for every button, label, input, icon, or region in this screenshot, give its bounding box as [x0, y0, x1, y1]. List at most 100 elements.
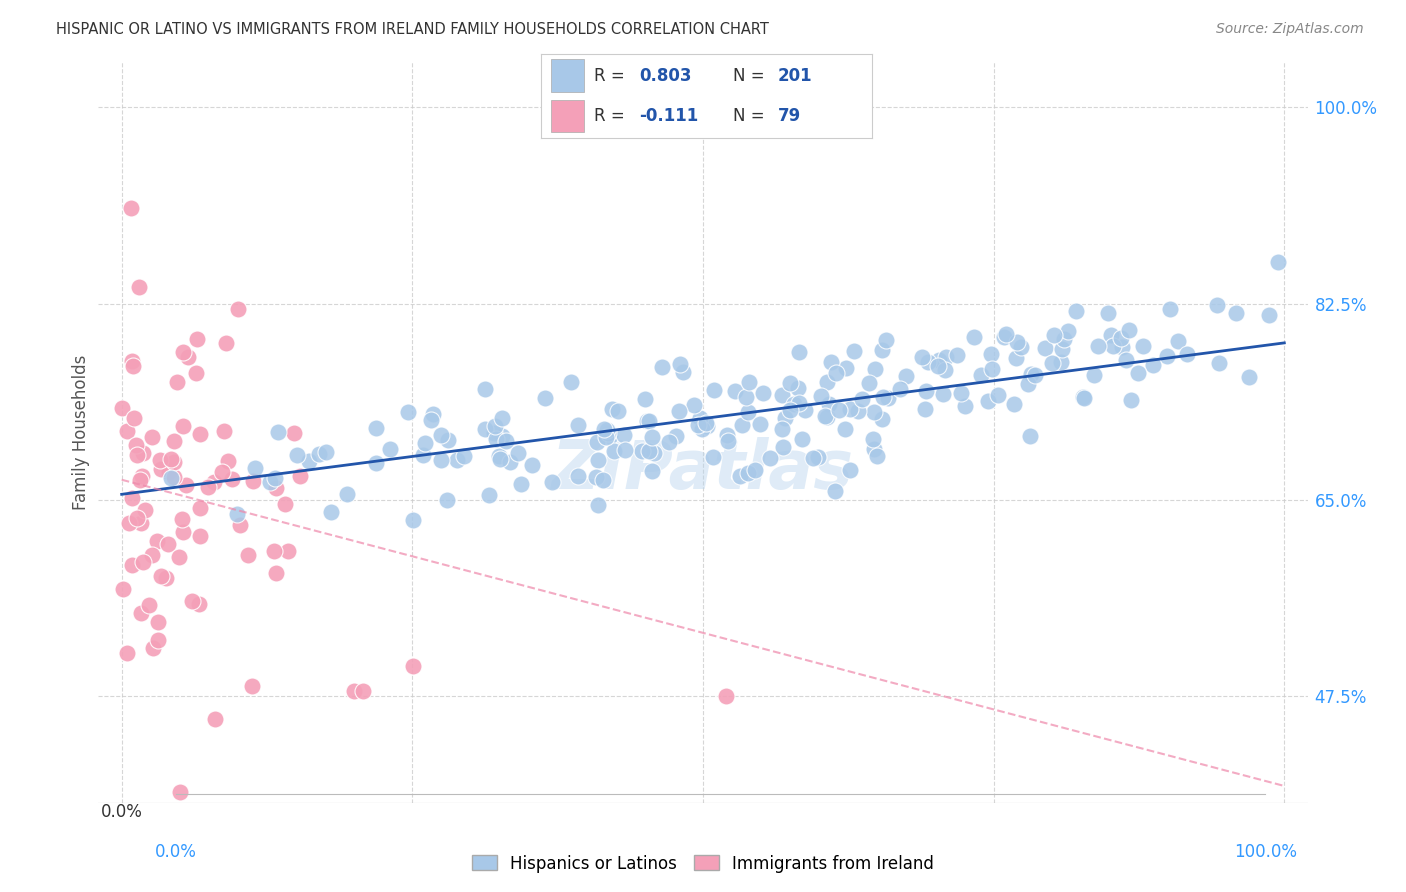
Point	[567, 418, 589, 433]
Point	[735, 390, 758, 404]
Point	[865, 450, 887, 464]
Point	[994, 327, 1017, 342]
Point	[872, 343, 894, 358]
Point	[638, 444, 661, 458]
Point	[846, 404, 869, 418]
Point	[181, 594, 204, 608]
Point	[229, 518, 252, 533]
Point	[131, 468, 153, 483]
Point	[474, 422, 496, 436]
Point	[533, 391, 555, 405]
Point	[586, 434, 609, 449]
Point	[283, 425, 305, 440]
Point	[215, 335, 238, 350]
Point	[717, 434, 740, 448]
Point	[121, 353, 143, 368]
Point	[932, 386, 955, 401]
Point	[851, 392, 873, 406]
Point	[592, 422, 614, 436]
Point	[160, 471, 183, 485]
Point	[122, 410, 145, 425]
Point	[488, 449, 510, 463]
Point	[716, 428, 738, 442]
Text: R =: R =	[595, 67, 630, 85]
Point	[540, 475, 562, 489]
Point	[980, 347, 1002, 361]
Point	[402, 659, 425, 673]
Point	[953, 399, 976, 413]
Point	[495, 434, 517, 448]
Point	[170, 511, 193, 525]
Point	[352, 684, 374, 698]
Point	[737, 467, 759, 481]
Point	[820, 355, 842, 369]
Point	[595, 430, 617, 444]
Point	[672, 365, 695, 379]
Point	[640, 430, 662, 444]
Point	[839, 402, 862, 417]
Point	[787, 345, 810, 359]
Point	[716, 690, 738, 704]
Point	[872, 390, 894, 404]
Point	[842, 344, 865, 359]
Point	[600, 401, 623, 416]
Point	[155, 571, 177, 585]
Point	[749, 417, 772, 431]
Point	[779, 376, 801, 390]
Point	[1056, 324, 1078, 338]
Point	[1109, 331, 1132, 345]
Point	[980, 362, 1002, 376]
Point	[772, 440, 794, 454]
Point	[172, 418, 194, 433]
Text: 0.803: 0.803	[638, 67, 692, 85]
Point	[1167, 334, 1189, 348]
Point	[862, 433, 884, 447]
Point	[264, 481, 287, 495]
Text: -0.111: -0.111	[638, 107, 697, 125]
Point	[150, 462, 173, 476]
Point	[212, 424, 235, 438]
Point	[668, 404, 690, 418]
Point	[690, 422, 713, 436]
Point	[217, 454, 239, 468]
Point	[121, 491, 143, 505]
Point	[911, 350, 934, 364]
Point	[807, 450, 830, 464]
Point	[1005, 335, 1028, 350]
Point	[987, 388, 1010, 402]
Point	[682, 399, 704, 413]
Point	[758, 450, 780, 465]
Point	[1237, 370, 1260, 384]
Point	[858, 376, 880, 391]
Bar	[551, 100, 585, 132]
Point	[149, 568, 172, 582]
Point	[703, 383, 725, 397]
Point	[927, 359, 949, 373]
Point	[1043, 328, 1066, 343]
Point	[225, 508, 247, 522]
Point	[1175, 347, 1198, 361]
Point	[321, 505, 343, 519]
Legend: Hispanics or Latinos, Immigrants from Ireland: Hispanics or Latinos, Immigrants from Ir…	[465, 848, 941, 880]
Point	[606, 403, 628, 417]
Point	[430, 453, 453, 467]
Point	[211, 465, 233, 479]
Point	[491, 428, 513, 442]
Point	[520, 458, 543, 472]
Point	[779, 403, 801, 417]
Text: Source: ZipAtlas.com: Source: ZipAtlas.com	[1216, 22, 1364, 37]
Point	[172, 524, 194, 539]
Point	[226, 302, 249, 317]
Point	[1087, 339, 1109, 353]
Point	[585, 470, 607, 484]
Point	[1118, 323, 1140, 337]
Point	[689, 411, 711, 425]
Point	[1073, 391, 1095, 405]
Point	[429, 427, 451, 442]
Point	[125, 448, 148, 462]
Point	[1258, 308, 1281, 322]
Point	[1267, 255, 1289, 269]
Point	[204, 712, 226, 726]
Text: ZIPatlas: ZIPatlas	[553, 437, 853, 502]
Text: 79: 79	[778, 107, 801, 125]
